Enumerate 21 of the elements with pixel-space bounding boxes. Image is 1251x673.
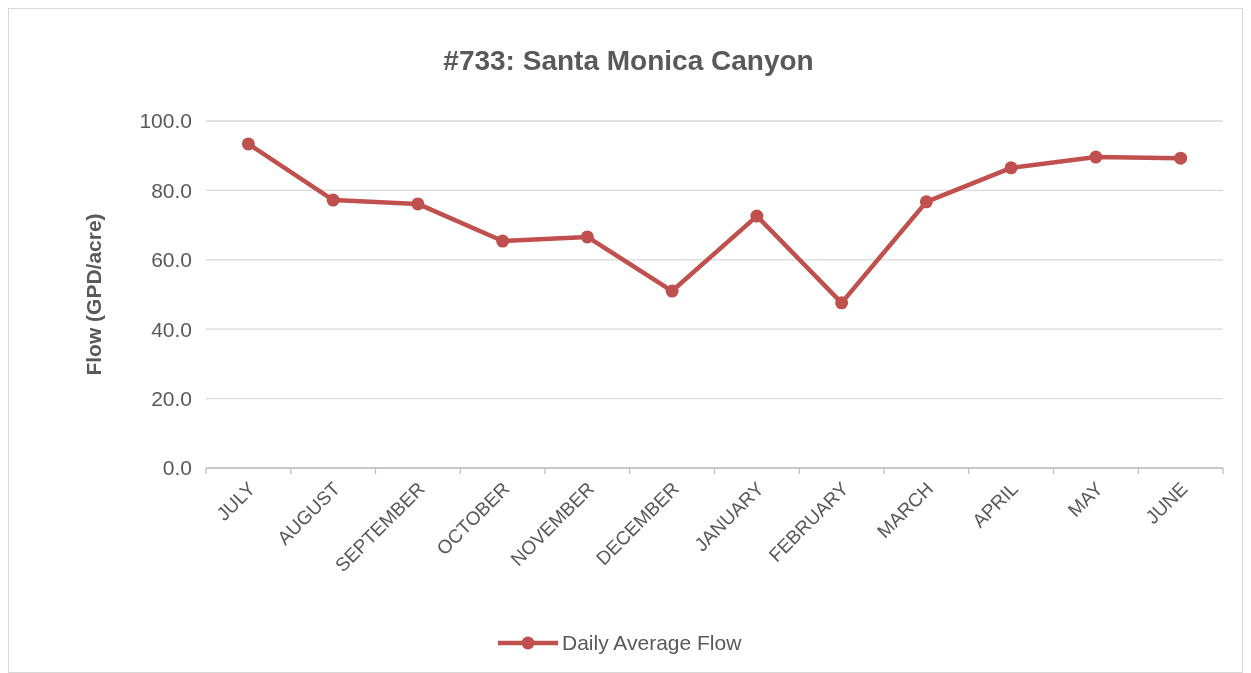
y-tick-label: 0.0 [162,456,192,480]
point [750,209,764,223]
point [1089,150,1103,164]
point [919,195,933,209]
chart-title: #733: Santa Monica Canyon [443,45,814,76]
y-tick-label: 40.0 [151,317,192,341]
y-tick-label: 100.0 [139,109,192,133]
point [411,197,425,211]
point [1004,161,1018,175]
point [496,234,510,248]
point [241,137,255,151]
point [665,284,679,298]
point [580,230,594,244]
y-tick-label: 80.0 [151,178,192,202]
point [835,296,849,310]
legend-label: Daily Average Flow [562,631,743,655]
point [1174,151,1188,165]
y-axis-title: Flow (GPD/acre) [82,213,105,376]
point [326,193,340,207]
y-tick-label: 20.0 [151,386,192,410]
y-tick-label: 60.0 [151,248,192,272]
